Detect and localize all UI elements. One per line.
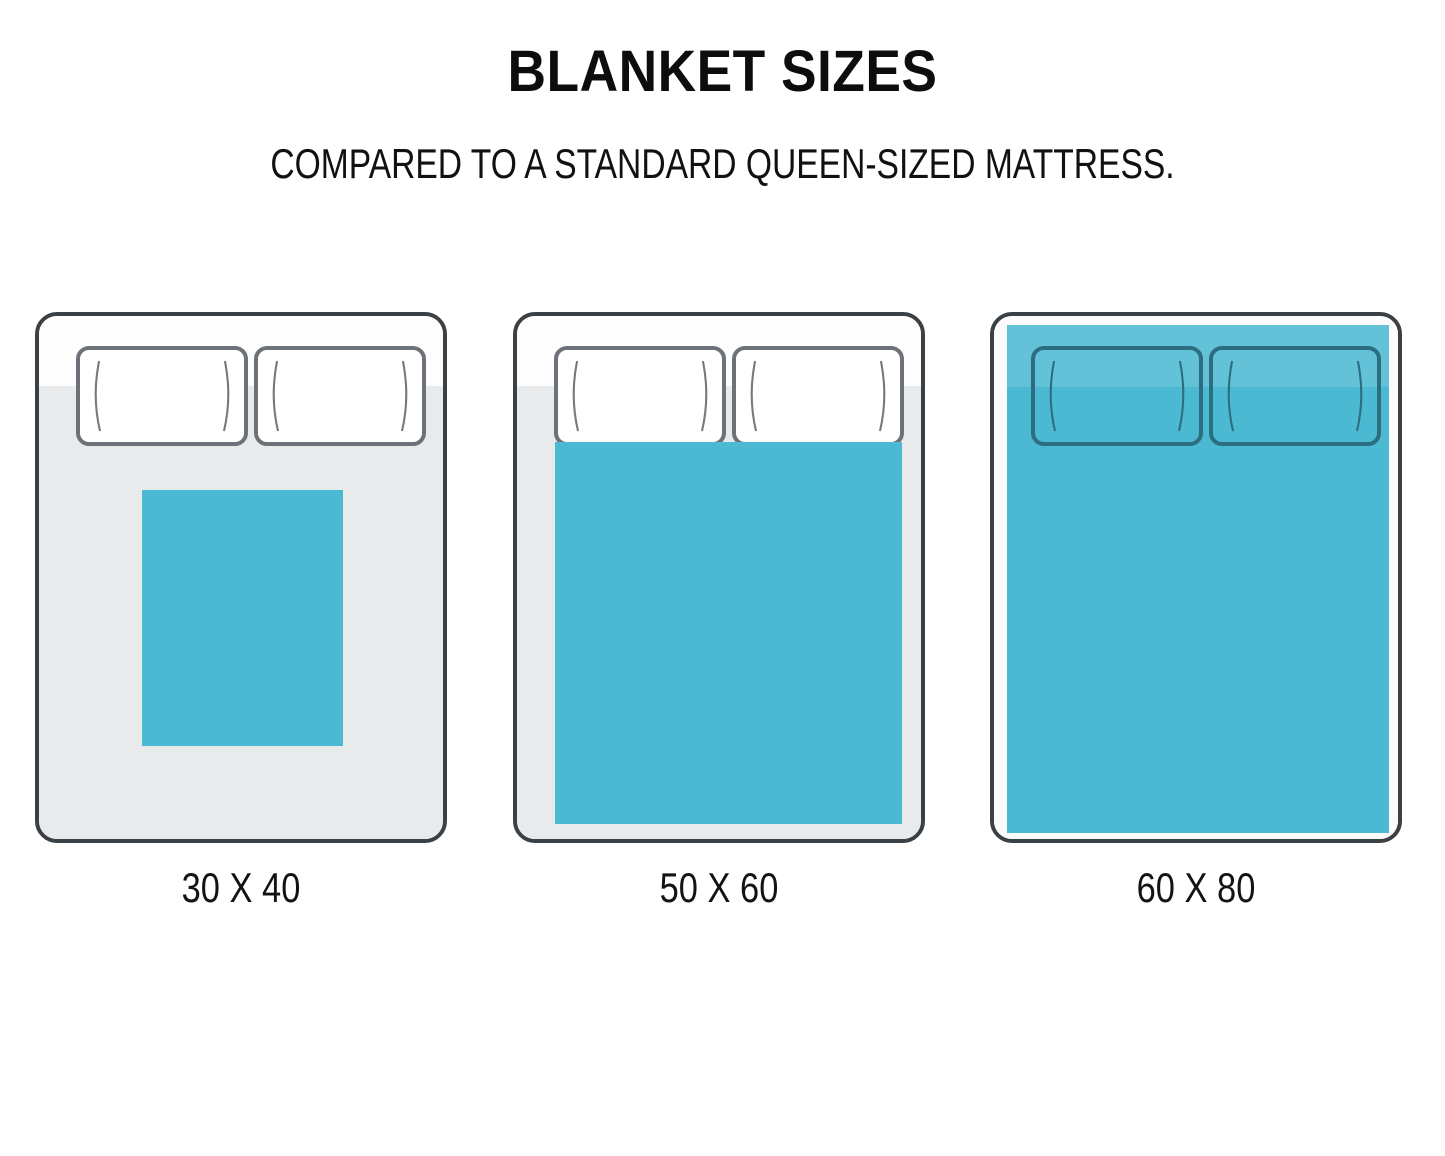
mattress-outline xyxy=(990,312,1402,843)
mattress-outline xyxy=(35,312,447,843)
bed-diagram-30x40: 30 X 40 xyxy=(35,312,455,911)
bed-diagram-60x80: 60 X 80 xyxy=(990,312,1410,911)
pillow-seam-icon xyxy=(272,360,408,432)
pillow-right xyxy=(732,346,904,446)
blanket-30x40 xyxy=(142,490,343,746)
pillow-seam-icon xyxy=(1049,360,1185,432)
pillow-right xyxy=(254,346,426,446)
pillow-seam-icon xyxy=(572,360,708,432)
pillow-right xyxy=(1209,346,1381,446)
pillow-seam-icon xyxy=(750,360,886,432)
pillow-seam-icon xyxy=(94,360,230,432)
pillow-seam-icon xyxy=(1227,360,1363,432)
page-title: BLANKET SIZES xyxy=(507,39,938,104)
bed-diagram-50x60: 50 X 60 xyxy=(513,312,933,911)
mattress-outline xyxy=(513,312,925,843)
bed-caption-60x80: 60 X 80 xyxy=(1136,864,1256,911)
pillow-left xyxy=(554,346,726,446)
bed-caption-50x60: 50 X 60 xyxy=(659,864,779,911)
blanket-50x60 xyxy=(555,442,902,824)
bed-comparison-group: 30 X 40 50 X xyxy=(0,312,1445,932)
pillow-left xyxy=(1031,346,1203,446)
pillow-left xyxy=(76,346,248,446)
bed-caption-30x40: 30 X 40 xyxy=(181,864,301,911)
page-subtitle: COMPARED TO A STANDARD QUEEN-SIZED MATTR… xyxy=(270,140,1175,187)
